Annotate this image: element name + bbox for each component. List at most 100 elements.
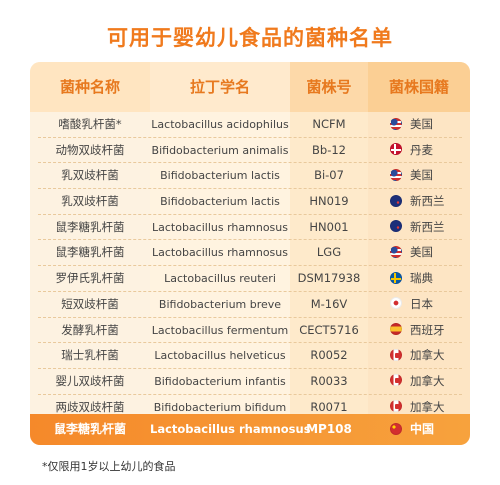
cell-name: 两歧双歧杆菌 [55, 399, 125, 414]
cell-strain: R0033 [310, 373, 348, 388]
footnote: *仅限用1岁以上幼儿的食品 [42, 460, 176, 473]
table-body: 嗜酸乳杆菌* Lactobacillus acidophilus NCFM 美国 动物双… [30, 112, 470, 421]
cell-strain: R0071 [310, 399, 348, 414]
cell-latin: Lactobacillus acidophilus [151, 118, 289, 131]
flag-icon [390, 271, 402, 284]
flag-icon [390, 374, 402, 387]
header-country: 菌株国籍 [368, 62, 470, 112]
cell-country: 西班牙 [368, 318, 470, 344]
cell-name: 动物双歧杆菌 [55, 142, 125, 157]
cell-name: 发酵乳杆菌 [61, 322, 119, 337]
cell-latin: Lactobacillus helveticus [154, 349, 286, 363]
cell-name: 鼠李糖乳杆菌 [55, 219, 125, 234]
table-row: 发酵乳杆菌 Lactobacillus fermentum CECT5716 西班牙 [30, 318, 470, 344]
cell-strain: MP108 [306, 422, 352, 436]
cell-name: 短双歧杆菌 [61, 296, 119, 311]
country-label: 加拿大 [410, 348, 445, 363]
cell-latin: Lactobacillus fermentum [151, 323, 289, 337]
cell-latin: Bifidobacterium breve [158, 297, 282, 311]
cell-latin: Lactobacillus rhamnosus [152, 246, 288, 260]
cell-strain: LGG [316, 245, 342, 260]
country-label: 美国 [410, 168, 433, 183]
country-label: 西班牙 [410, 322, 445, 337]
table-row: 鼠李糖乳杆菌 Lactobacillus rhamnosus LGG 美国 [30, 240, 470, 267]
flag-icon [390, 422, 402, 435]
cell-strain: Bi-07 [314, 168, 344, 183]
cell-strain: DSM17938 [297, 271, 361, 286]
flag-icon [390, 323, 402, 335]
row-divider [38, 162, 462, 164]
row-divider [38, 367, 462, 369]
row-divider [38, 239, 462, 241]
cell-country: 加拿大 [368, 395, 470, 421]
table-row: 动物双歧杆菌 Bifidobacterium animalis Bb-12 丹麦 [30, 138, 470, 164]
country-label: 瑞典 [410, 271, 433, 286]
row-divider [38, 265, 462, 267]
country-label: 新西兰 [410, 194, 445, 209]
header-strain: 菌株号 [290, 62, 368, 112]
cell-name: 乳双歧杆菌 [61, 194, 119, 209]
cell-country: 瑞典 [368, 266, 470, 292]
page-title: 可用于婴幼儿食品的菌种名单 [107, 26, 393, 50]
table-row: 瑞士乳杆菌 Lactobacillus helveticus R0052 加拿大 [30, 343, 470, 369]
table-row: 鼠李糖乳杆菌 Lactobacillus rhamnosus HN001 新西兰 [30, 215, 470, 241]
cell-strain: HN001 [309, 219, 349, 234]
cell-country: 新西兰 [368, 215, 470, 241]
table-row-highlight: 鼠李糖乳杆菌 Lactobacillus rhamnosus MP108 中国 [30, 414, 470, 445]
cell-name: 罗伊氏乳杆菌 [55, 271, 125, 286]
table-row: 乳双歧杆菌 Bifidobacterium lactis Bi-07 美国 [30, 163, 470, 190]
cell-latin: Bifidobacterium bifidum [153, 400, 287, 414]
cell-name: 婴儿双歧杆菌 [55, 373, 125, 388]
table-row: 婴儿双歧杆菌 Bifidobacterium infantis R0033 加拿大 [30, 369, 470, 395]
cell-strain: M-16V [310, 296, 348, 311]
cell-country: 加拿大 [368, 369, 470, 395]
cell-latin: Lactobacillus rhamnosus [152, 220, 288, 234]
table-row: 乳双歧杆菌 Bifidobacterium lactis HN019 新西兰 [30, 189, 470, 215]
cell-latin: Bifidobacterium lactis [160, 195, 280, 209]
table-row: 两歧双歧杆菌 Bifidobacterium bifidum R0071 加拿大 [30, 395, 470, 421]
cell-latin: Bifidobacterium animalis [151, 143, 289, 157]
cell-country: 美国 [368, 163, 470, 189]
cell-country: 加拿大 [368, 343, 470, 369]
cell-name: 鼠李糖乳杆菌 [53, 422, 126, 436]
row-divider [38, 393, 462, 395]
flag-icon [390, 143, 402, 156]
column-bg-name [30, 62, 150, 414]
cell-name: 乳双歧杆菌 [61, 168, 119, 183]
cell-strain: R0052 [310, 348, 348, 363]
cell-latin: Bifidobacterium lactis [160, 169, 280, 183]
flag-icon [390, 117, 402, 130]
header-name: 菌种名称 [30, 62, 150, 112]
cell-strain: NCFM [312, 117, 346, 131]
flag-icon [390, 400, 402, 413]
cell-country: 中国 [368, 414, 470, 445]
column-bg-strain [290, 62, 368, 414]
table-row: 嗜酸乳杆菌* Lactobacillus acidophilus NCFM 美国 [30, 112, 470, 138]
flag-icon [390, 220, 402, 233]
cell-country: 美国 [368, 112, 470, 138]
flag-icon [390, 194, 402, 207]
cell-country: 丹麦 [368, 138, 470, 164]
cell-latin: Bifidobacterium infantis [154, 374, 286, 388]
country-label: 加拿大 [410, 399, 445, 414]
cell-latin: Lactobacillus rhamnosus [150, 422, 311, 436]
header-latin: 拉丁学名 [150, 62, 290, 112]
cell-strain: CECT5716 [299, 322, 359, 337]
row-divider [38, 136, 462, 138]
row-divider [38, 290, 462, 292]
country-label: 丹麦 [410, 142, 433, 157]
flag-icon [390, 297, 402, 310]
flag-icon [390, 348, 402, 361]
cell-latin: Lactobacillus reuteri [164, 272, 276, 286]
country-label: 美国 [410, 245, 433, 260]
table-row: 罗伊氏乳杆菌 Lactobacillus reuteri DSM17938 瑞典 [30, 266, 470, 292]
cell-country: 美国 [368, 240, 470, 266]
table-row: 短双歧杆菌 Bifidobacterium breve M-16V 日本 [30, 292, 470, 318]
country-label: 美国 [410, 117, 433, 131]
country-label: 中国 [410, 422, 435, 436]
country-label: 日本 [410, 296, 433, 311]
row-divider [38, 188, 462, 190]
cell-country: 日本 [368, 292, 470, 318]
row-divider [38, 213, 462, 215]
cell-name: 嗜酸乳杆菌* [58, 117, 122, 131]
